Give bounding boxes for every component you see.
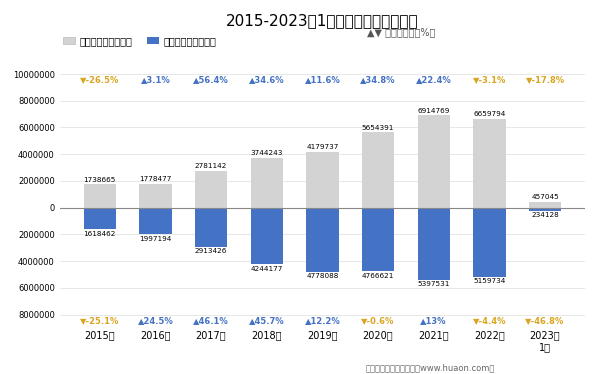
Bar: [362, 132, 394, 208]
Bar: [306, 152, 338, 208]
Text: ▼-26.5%: ▼-26.5%: [80, 75, 119, 84]
Text: 制图：华经产业研究院（www.huaon.com）: 制图：华经产业研究院（www.huaon.com）: [365, 363, 494, 372]
Text: ▲46.1%: ▲46.1%: [193, 316, 229, 325]
Bar: [251, 158, 283, 208]
Text: 4778088: 4778088: [306, 273, 338, 279]
Bar: [306, 208, 338, 272]
Text: 5159734: 5159734: [473, 278, 506, 284]
Bar: [529, 208, 561, 211]
Text: 6659794: 6659794: [473, 111, 506, 117]
Text: 1738665: 1738665: [84, 177, 116, 183]
Text: ▲34.6%: ▲34.6%: [249, 75, 285, 84]
Text: 4766621: 4766621: [362, 273, 394, 279]
Text: ▲34.8%: ▲34.8%: [361, 75, 396, 84]
Text: ▲▼ 同比增长率（%）: ▲▼ 同比增长率（%）: [367, 27, 435, 37]
Text: ▼-46.8%: ▼-46.8%: [525, 316, 565, 325]
Bar: [139, 208, 171, 234]
Text: ▲3.1%: ▲3.1%: [140, 75, 170, 84]
Bar: [473, 208, 506, 277]
Text: 457045: 457045: [531, 194, 559, 200]
Text: ▲45.7%: ▲45.7%: [249, 316, 285, 325]
Text: 3744243: 3744243: [251, 150, 283, 156]
Text: 5654391: 5654391: [362, 125, 394, 131]
Text: ▲22.4%: ▲22.4%: [416, 75, 451, 84]
Bar: [417, 208, 450, 280]
Text: ▲13%: ▲13%: [420, 316, 447, 325]
Text: 4244177: 4244177: [251, 266, 283, 272]
Title: 2015-2023年1月成都海关进、出口额: 2015-2023年1月成都海关进、出口额: [226, 14, 418, 29]
Text: 1618462: 1618462: [84, 231, 116, 237]
Text: ▲56.4%: ▲56.4%: [193, 75, 229, 84]
Text: ▼-3.1%: ▼-3.1%: [473, 75, 506, 84]
Bar: [195, 208, 227, 247]
Bar: [417, 115, 450, 208]
Bar: [529, 202, 561, 208]
Text: ▲11.6%: ▲11.6%: [304, 75, 340, 84]
Bar: [84, 184, 116, 208]
Text: ▼-0.6%: ▼-0.6%: [361, 316, 395, 325]
Bar: [139, 184, 171, 208]
Text: ▼-25.1%: ▼-25.1%: [80, 316, 119, 325]
Bar: [251, 208, 283, 264]
Text: ▼-17.8%: ▼-17.8%: [525, 75, 565, 84]
Text: 2913426: 2913426: [195, 248, 227, 254]
Text: 1778477: 1778477: [139, 176, 171, 183]
Text: 234128: 234128: [531, 212, 559, 218]
Bar: [473, 119, 506, 208]
Bar: [195, 171, 227, 208]
Bar: [362, 208, 394, 272]
Text: ▼-4.4%: ▼-4.4%: [473, 316, 506, 325]
Text: 1997194: 1997194: [139, 236, 171, 242]
Text: ▲24.5%: ▲24.5%: [137, 316, 173, 325]
Text: 2781142: 2781142: [195, 163, 227, 169]
Text: ▲12.2%: ▲12.2%: [304, 316, 340, 325]
Bar: [84, 208, 116, 229]
Text: 6914769: 6914769: [417, 108, 450, 114]
Legend: 出口总额（万美元）, 进口总额（万美元）: 出口总额（万美元）, 进口总额（万美元）: [59, 32, 220, 50]
Text: 4179737: 4179737: [306, 144, 338, 150]
Text: 5397531: 5397531: [417, 282, 450, 288]
